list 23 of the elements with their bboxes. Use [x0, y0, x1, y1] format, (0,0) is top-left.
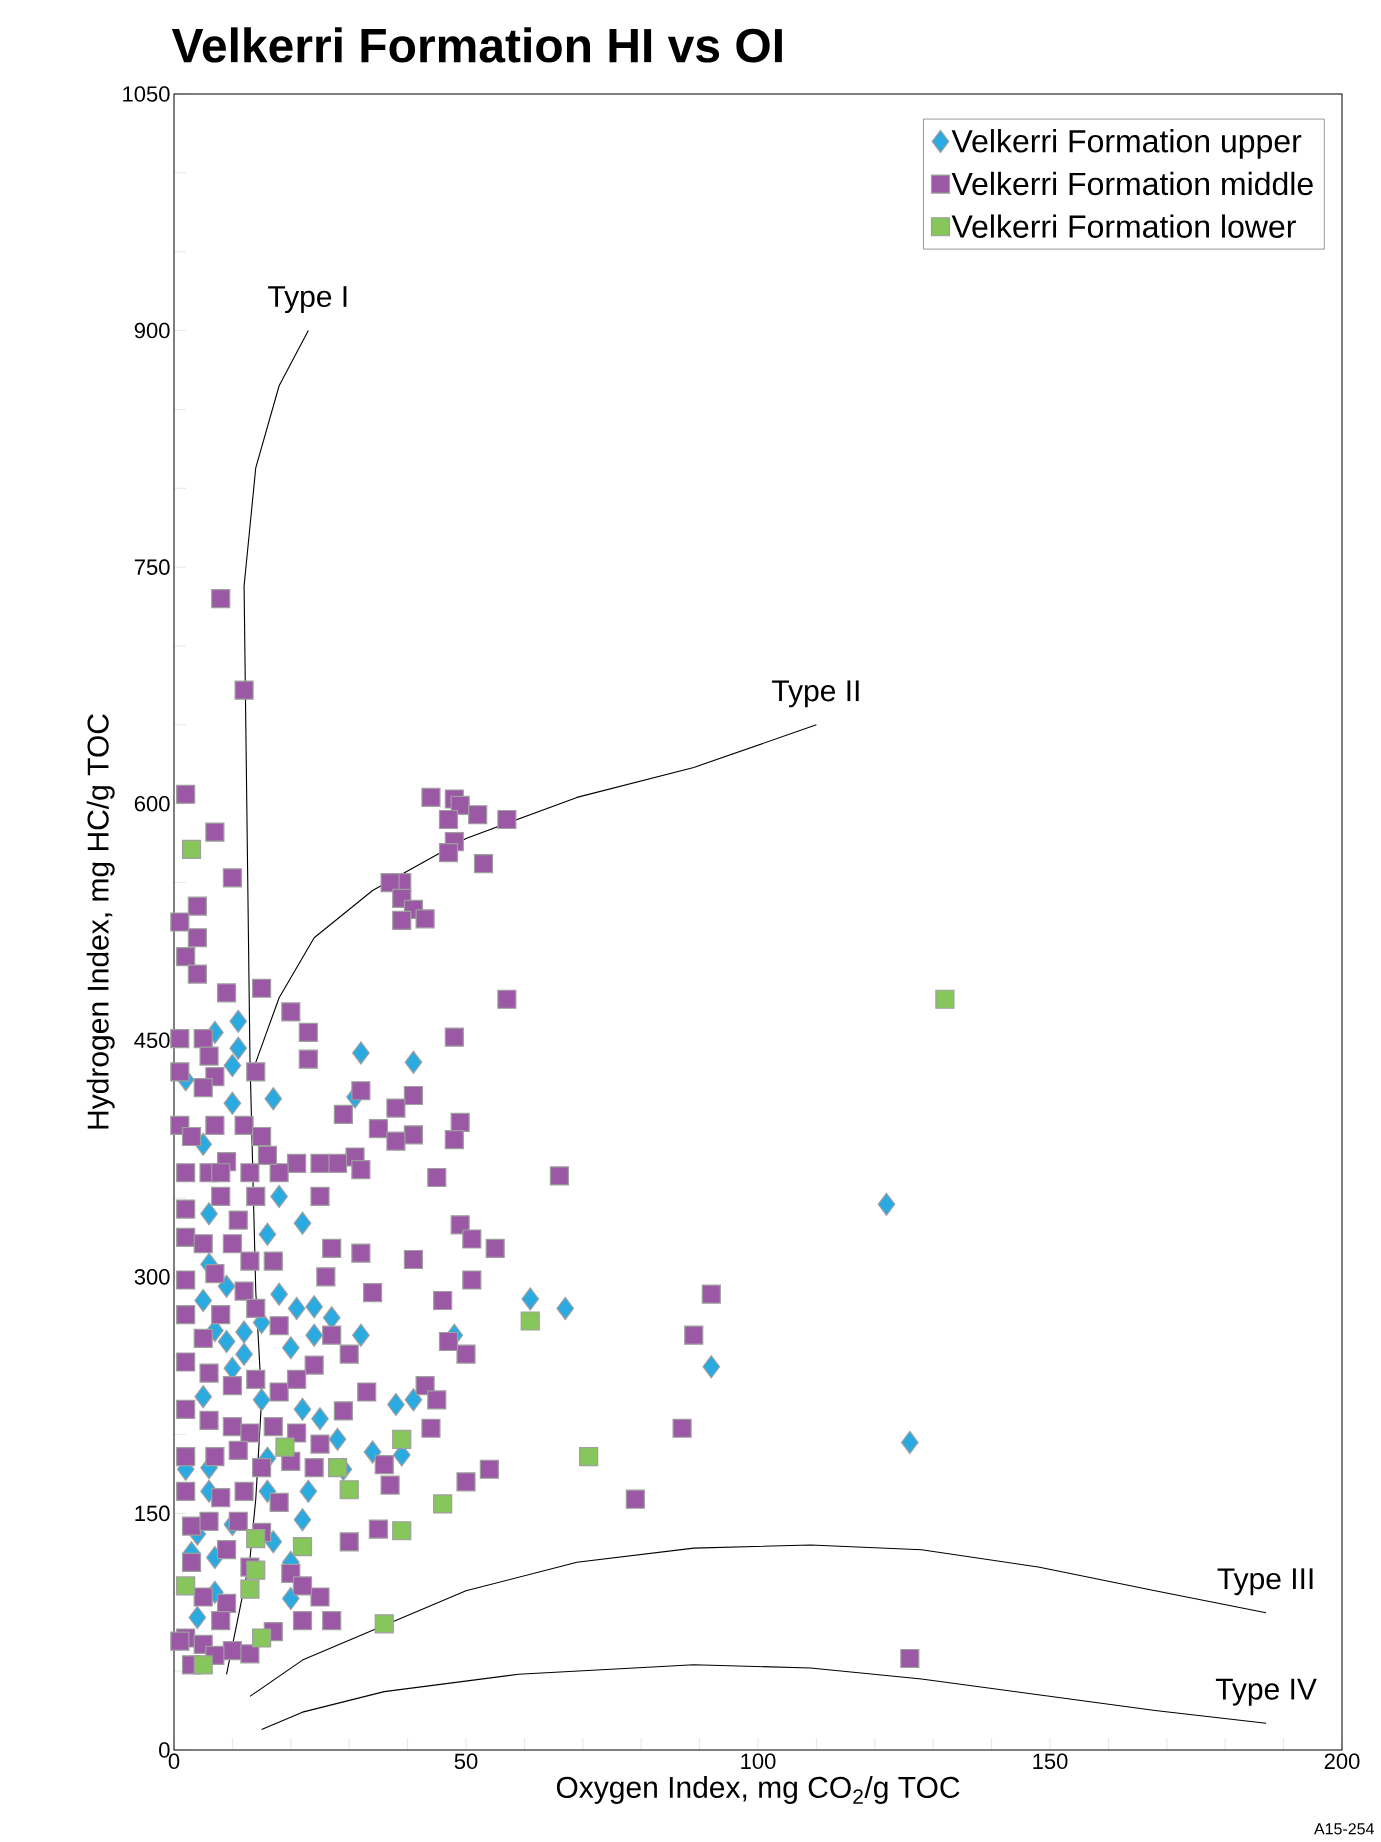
y-tick-label: 150 — [135, 1505, 170, 1522]
series-label: Type I — [268, 286, 347, 314]
legend-label: Velkerri Formation upper — [951, 129, 1302, 159]
y-tick-label: 900 — [134, 322, 170, 339]
x-tick-label: 50 — [454, 1753, 478, 1770]
x-tick-label: 100 — [741, 1753, 776, 1770]
x-tick-label: 150 — [1033, 1753, 1068, 1770]
y-tick-label: 0 — [159, 1742, 170, 1758]
chart-title: Velkerri Formation HI vs OI — [171, 27, 782, 63]
y-tick-label: 300 — [134, 1269, 170, 1285]
series-label: Type IV — [1215, 1678, 1317, 1706]
x-axis-title: Oxygen Index, mg CO$_{2}$/g TOC — [556, 1775, 960, 1804]
legend-label: Velkerri Formation middle — [951, 171, 1313, 196]
text: A15-254 — [1314, 1823, 1374, 1835]
x-tick-label: 200 — [1324, 1753, 1360, 1770]
series-label: Type II — [772, 680, 859, 708]
y-tick-label: 750 — [134, 559, 170, 575]
legend-label: Velkerri Formation lower — [951, 214, 1296, 238]
y-tick-label: 450 — [134, 1032, 170, 1049]
series-label: Type III — [1217, 1568, 1313, 1596]
y-tick-label: 600 — [134, 795, 170, 812]
y-tick-label: 1050 — [123, 86, 170, 102]
y-axis-title: Hydrogen Index, mg HC/g TOC — [86, 714, 115, 1129]
